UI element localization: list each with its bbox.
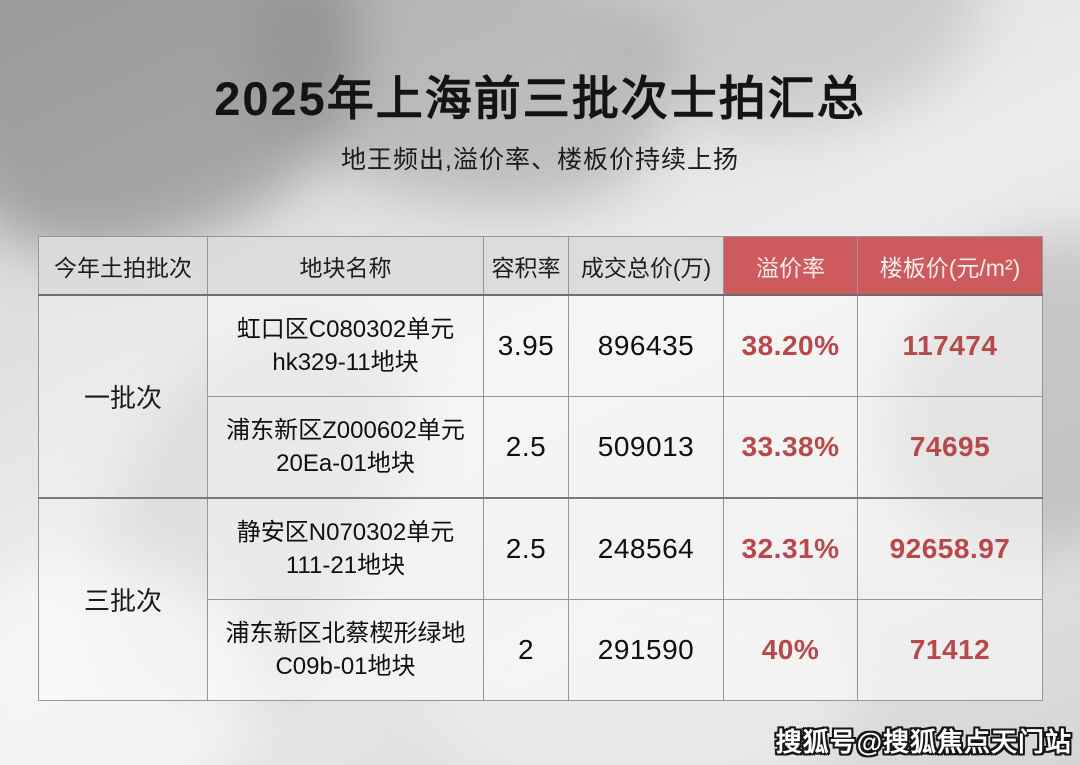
table-header-row: 今年土拍批次 地块名称 容积率 成交总价(万) 溢价率 楼板价(元/m²)	[38, 236, 1043, 296]
page-subtitle: 地王频出,溢价率、楼板价持续上扬	[341, 146, 739, 174]
plot-name-line: 浦东新区北蔡楔形绿地	[225, 619, 466, 647]
land-auction-table: 今年土拍批次 地块名称 容积率 成交总价(万) 溢价率 楼板价(元/m²) 一批…	[38, 236, 1043, 701]
table-row: 一批次 虹口区C080302单元 hk329-11地块 3.95 896435 …	[38, 294, 1043, 499]
total-price-cell: 248564	[568, 497, 724, 600]
premium-rate-cell: 33.38%	[723, 396, 858, 499]
plot-name-line: 111-21地块	[285, 552, 406, 579]
far-cell: 2	[483, 599, 569, 701]
plot-name-line: hk329-11地块	[272, 349, 419, 376]
batch-cell-3: 三批次	[38, 497, 208, 701]
far-cell: 2.5	[483, 396, 569, 499]
plot-name-cell: 静安区N070302单元 111-21地块	[207, 497, 484, 600]
far-cell: 3.95	[483, 294, 569, 397]
plot-name-cell: 虹口区C080302单元 hk329-11地块	[207, 294, 484, 397]
plot-name-line: 20Ea-01地块	[276, 450, 415, 477]
total-price-cell: 896435	[568, 294, 724, 397]
floor-price-cell: 74695	[857, 396, 1043, 499]
floor-price-cell: 92658.97	[857, 497, 1043, 600]
col-header-floor-price: 楼板价(元/m²)	[857, 236, 1043, 296]
total-price-cell: 509013	[568, 396, 724, 499]
plot-name-line: C09b-01地块	[275, 653, 416, 680]
plot-name-line: 浦东新区Z000602单元	[226, 416, 465, 444]
table-row: 浦东新区Z000602单元 20Ea-01地块 2.5 509013 33.38…	[39, 396, 1043, 499]
premium-rate-cell: 38.20%	[723, 294, 858, 397]
col-header-plot-name: 地块名称	[207, 236, 484, 296]
floor-price-cell: 71412	[857, 599, 1043, 701]
plot-name-cell: 浦东新区Z000602单元 20Ea-01地块	[207, 396, 484, 499]
col-header-premium-rate: 溢价率	[723, 236, 858, 296]
premium-rate-cell: 32.31%	[723, 497, 858, 600]
watermark: 搜狐号@搜狐焦点天门站	[775, 727, 1072, 757]
col-header-batch: 今年土拍批次	[38, 236, 208, 296]
plot-name-cell: 浦东新区北蔡楔形绿地 C09b-01地块	[207, 599, 484, 701]
table-row: 三批次 静安区N070302单元 111-21地块 2.5 248564 32.…	[38, 497, 1043, 701]
col-header-total-price: 成交总价(万)	[568, 236, 724, 296]
col-header-far: 容积率	[483, 236, 569, 296]
premium-rate-cell: 40%	[723, 599, 858, 701]
page-title: 2025年上海前三批次士拍汇总	[214, 72, 866, 125]
total-price-cell: 291590	[568, 599, 724, 701]
table-row: 浦东新区北蔡楔形绿地 C09b-01地块 2 291590 40% 71412	[39, 599, 1043, 701]
plot-name-line: 虹口区C080302单元	[236, 315, 455, 343]
floor-price-cell: 117474	[857, 294, 1043, 397]
far-cell: 2.5	[483, 497, 569, 600]
batch-cell-1: 一批次	[38, 294, 208, 499]
plot-name-line: 静安区N070302单元	[236, 518, 455, 546]
